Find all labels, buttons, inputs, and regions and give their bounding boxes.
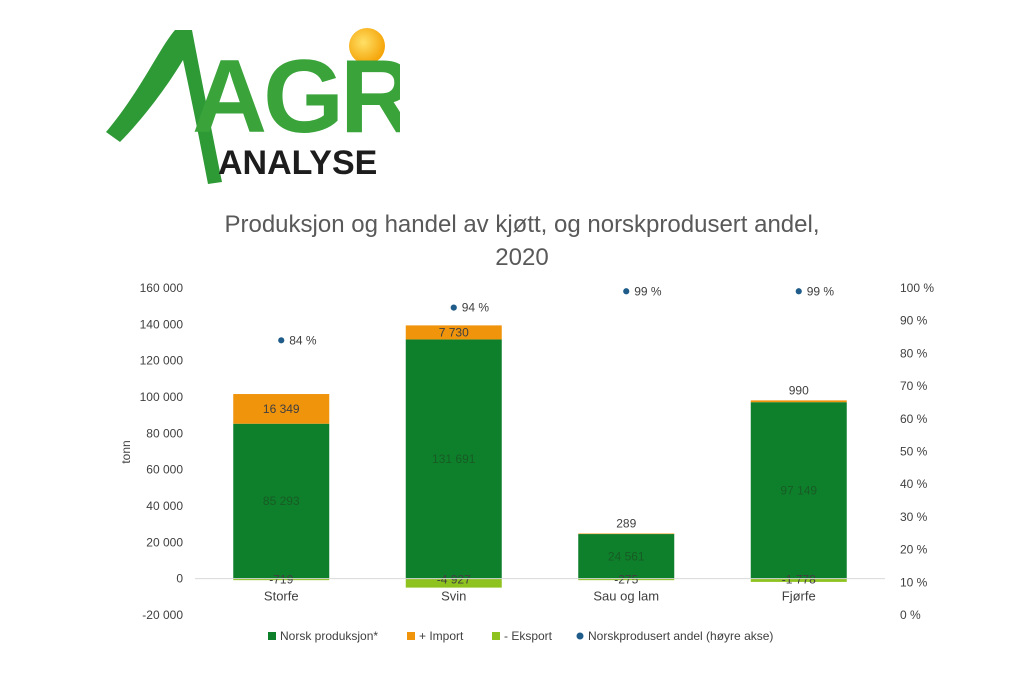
bar-norsk-produksjon — [233, 423, 330, 579]
y-tick-label: 60 000 — [146, 463, 183, 477]
y2-tick-label: 60 % — [900, 412, 928, 426]
x-category-label: Storfe — [264, 589, 299, 604]
logo-main-text: AGRI — [192, 39, 400, 155]
x-category-label: Svin — [441, 589, 466, 604]
bar-norsk-produksjon — [750, 402, 847, 579]
y2-tick-label: 10 % — [900, 575, 928, 589]
x-category-label: Fjørfe — [782, 589, 816, 604]
plot-area: -20 000 0 20 000 40 000 60 000 80 000 100 000 1… — [140, 281, 935, 622]
label-import: 16 349 — [263, 402, 300, 416]
bar-import — [405, 325, 502, 340]
y2-tick-label: 100 % — [900, 281, 934, 295]
legend-label: + Import — [419, 629, 464, 643]
legend-swatch — [268, 632, 276, 640]
legend-label: Norsk produksjon* — [280, 629, 378, 643]
point-norsk-andel — [277, 336, 286, 345]
label-eksport: -4 927 — [437, 573, 471, 587]
legend: Norsk produksjon* + Import - Eksport Norskp… — [268, 629, 773, 643]
y-tick-label: 0 — [176, 572, 183, 586]
agri-analyse-logo: AGRI ANALYSE — [106, 28, 400, 184]
chart-title-line2: 2020 — [495, 244, 548, 271]
label-import: 289 — [616, 517, 636, 531]
y-tick-label: 120 000 — [140, 354, 184, 368]
legend-swatch — [492, 632, 500, 640]
label-norsk-produksjon: 97 149 — [780, 483, 817, 497]
y2-tick-label: 30 % — [900, 510, 928, 524]
label-norsk-produksjon: 131 691 — [432, 452, 476, 466]
label-norsk-andel: 84 % — [289, 333, 317, 347]
label-norsk-andel: 94 % — [462, 301, 490, 315]
bar-import — [750, 400, 847, 403]
label-norsk-andel: 99 % — [807, 284, 835, 298]
bar-norsk-produksjon — [578, 534, 675, 579]
logo-swoosh-icon — [106, 30, 222, 184]
label-norsk-produksjon: 85 293 — [263, 494, 300, 508]
y-tick-label: 80 000 — [146, 426, 183, 440]
point-norsk-andel — [622, 287, 631, 296]
label-norsk-andel: 99 % — [634, 284, 662, 298]
bar-eksport — [233, 578, 330, 581]
point-norsk-andel — [449, 303, 458, 312]
y-tick-label: 20 000 — [146, 535, 183, 549]
point-norsk-andel — [794, 287, 803, 296]
bar-eksport — [578, 578, 675, 581]
y-tick-label: 100 000 — [140, 390, 184, 404]
legend-marker — [576, 632, 584, 640]
y2-tick-label: 20 % — [900, 543, 928, 557]
y2-tick-label: 80 % — [900, 346, 928, 360]
legend-label: Norskprodusert andel (høyre akse) — [588, 629, 773, 643]
logo-sub-text: ANALYSE — [218, 144, 377, 182]
legend-swatch — [407, 632, 415, 640]
bar-eksport — [405, 578, 502, 588]
logo-sun-icon — [349, 28, 385, 64]
y-tick-label: 140 000 — [140, 317, 184, 331]
bar-norsk-produksjon — [405, 339, 502, 579]
bar-import — [233, 394, 330, 424]
y-tick-label: -20 000 — [142, 608, 183, 622]
y2-tick-label: 50 % — [900, 445, 928, 459]
label-eksport: -1 778 — [782, 573, 816, 587]
label-import: 7 730 — [439, 325, 469, 339]
x-category-label: Sau og lam — [593, 589, 659, 604]
y2-tick-label: 0 % — [900, 608, 921, 622]
y-axis-label: tonn — [119, 440, 133, 463]
y-tick-label: 40 000 — [146, 499, 183, 513]
legend-label: - Eksport — [504, 629, 553, 643]
label-import: 990 — [789, 383, 809, 397]
label-eksport: -719 — [269, 573, 293, 587]
bar-eksport — [750, 578, 847, 582]
y-tick-label: 160 000 — [140, 281, 184, 295]
label-norsk-produksjon: 24 561 — [608, 549, 645, 563]
chart-title-line1: Produksjon og handel av kjøtt, og norskp… — [224, 211, 819, 238]
y2-tick-label: 70 % — [900, 379, 928, 393]
bar-import — [578, 533, 675, 535]
y2-tick-label: 40 % — [900, 477, 928, 491]
label-eksport: -275 — [614, 573, 638, 587]
y2-tick-label: 90 % — [900, 314, 928, 328]
